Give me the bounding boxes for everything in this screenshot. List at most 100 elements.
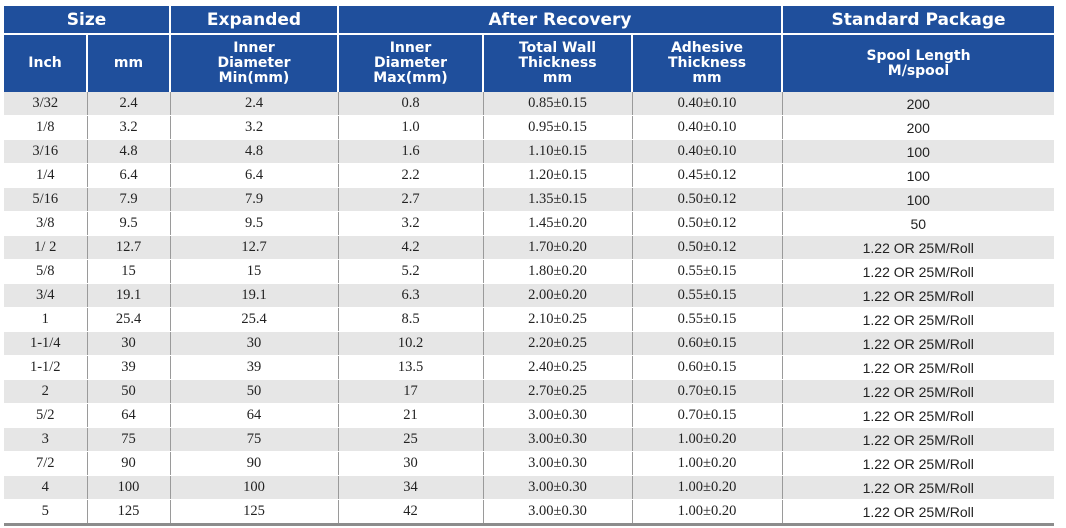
table-row: 3/16 4.8 4.8 1.6 1.10±0.15 0.40±0.10 100	[4, 139, 1054, 164]
cell-total-wall-thickness: 3.00±0.30	[483, 403, 633, 428]
cell-inner-diameter-max: 1.0	[338, 115, 484, 140]
cell-spool-length: 1.22 OR 25M/Roll	[782, 331, 1054, 356]
cell-adhesive-thickness: 1.00±0.20	[632, 427, 783, 452]
col-spool-length: Spool Length M/spool	[782, 34, 1054, 92]
cell-adhesive-thickness: 0.40±0.10	[632, 139, 783, 164]
cell-adhesive-thickness: 1.00±0.20	[632, 475, 783, 500]
cell-spool-length: 100	[782, 187, 1054, 212]
cell-inner-diameter-max: 30	[338, 451, 484, 476]
cell-inch: 3/16	[4, 139, 88, 164]
cell-inner-diameter-min: 7.9	[170, 187, 339, 212]
cell-inner-diameter-max: 2.7	[338, 187, 484, 212]
cell-spool-length: 1.22 OR 25M/Roll	[782, 259, 1054, 284]
cell-inch: 1	[4, 307, 88, 332]
table-body: 3/32 2.4 2.4 0.8 0.85±0.15 0.40±0.10 200 1/8 3.2…	[4, 92, 1054, 526]
table-row: 3/8 9.5 9.5 3.2 1.45±0.20 0.50±0.12 50	[4, 211, 1054, 236]
table-row: 4 100 100 34 3.00±0.30 1.00±0.20 1.22 OR 25M/R…	[4, 475, 1054, 500]
cell-inch: 5/2	[4, 403, 88, 428]
cell-spool-length: 1.22 OR 25M/Roll	[782, 451, 1054, 476]
cell-mm: 100	[87, 475, 171, 500]
table-row: 1/ 2 12.7 12.7 4.2 1.70±0.20 0.50±0.12 1.22 OR…	[4, 235, 1054, 260]
cell-total-wall-thickness: 0.95±0.15	[483, 115, 633, 140]
cell-spool-length: 100	[782, 139, 1054, 164]
cell-inch: 1/ 2	[4, 235, 88, 260]
header-after-recovery: After Recovery	[338, 6, 783, 35]
cell-total-wall-thickness: 1.45±0.20	[483, 211, 633, 236]
cell-spool-length: 1.22 OR 25M/Roll	[782, 427, 1054, 452]
cell-mm: 7.9	[87, 187, 171, 212]
cell-spool-length: 1.22 OR 25M/Roll	[782, 379, 1054, 404]
header-standard-package: Standard Package	[782, 6, 1054, 35]
table-row: 5 125 125 42 3.00±0.30 1.00±0.20 1.22 OR 25M/R…	[4, 499, 1054, 526]
cell-inch: 3/32	[4, 92, 88, 116]
cell-spool-length: 200	[782, 92, 1054, 116]
col-mm: mm	[87, 34, 171, 92]
cell-inner-diameter-max: 8.5	[338, 307, 484, 332]
cell-inch: 1/8	[4, 115, 88, 140]
cell-inner-diameter-min: 12.7	[170, 235, 339, 260]
cell-total-wall-thickness: 3.00±0.30	[483, 499, 633, 526]
cell-inch: 7/2	[4, 451, 88, 476]
table-row: 1 25.4 25.4 8.5 2.10±0.25 0.55±0.15 1.22 OR 25…	[4, 307, 1054, 332]
cell-total-wall-thickness: 2.10±0.25	[483, 307, 633, 332]
cell-inner-diameter-max: 13.5	[338, 355, 484, 380]
table-row: 5/16 7.9 7.9 2.7 1.35±0.15 0.50±0.12 100	[4, 187, 1054, 212]
cell-mm: 90	[87, 451, 171, 476]
cell-total-wall-thickness: 2.40±0.25	[483, 355, 633, 380]
cell-inner-diameter-min: 64	[170, 403, 339, 428]
cell-inner-diameter-max: 34	[338, 475, 484, 500]
cell-inner-diameter-min: 50	[170, 379, 339, 404]
cell-spool-length: 1.22 OR 25M/Roll	[782, 475, 1054, 500]
cell-total-wall-thickness: 2.00±0.20	[483, 283, 633, 308]
cell-inch: 2	[4, 379, 88, 404]
cell-total-wall-thickness: 3.00±0.30	[483, 427, 633, 452]
cell-adhesive-thickness: 0.55±0.15	[632, 283, 783, 308]
cell-inner-diameter-min: 3.2	[170, 115, 339, 140]
cell-total-wall-thickness: 3.00±0.30	[483, 475, 633, 500]
cell-mm: 64	[87, 403, 171, 428]
cell-adhesive-thickness: 0.40±0.10	[632, 92, 783, 116]
cell-total-wall-thickness: 1.20±0.15	[483, 163, 633, 188]
table-row: 1-1/4 30 30 10.2 2.20±0.25 0.60±0.15 1.22 OR 2…	[4, 331, 1054, 356]
cell-inner-diameter-min: 75	[170, 427, 339, 452]
col-inner-diameter-min: Inner Diameter Min(mm)	[170, 34, 339, 92]
header-expanded: Expanded	[170, 6, 339, 35]
cell-spool-length: 1.22 OR 25M/Roll	[782, 355, 1054, 380]
cell-spool-length: 1.22 OR 25M/Roll	[782, 235, 1054, 260]
cell-inner-diameter-min: 30	[170, 331, 339, 356]
cell-inner-diameter-min: 39	[170, 355, 339, 380]
cell-inner-diameter-max: 5.2	[338, 259, 484, 284]
cell-inner-diameter-max: 17	[338, 379, 484, 404]
header-column-row: Inch mm Inner Diameter Min(mm) Inner Diamet…	[4, 34, 1054, 92]
cell-adhesive-thickness: 0.45±0.12	[632, 163, 783, 188]
table-row: 2 50 50 17 2.70±0.25 0.70±0.15 1.22 OR 25M/Rol…	[4, 379, 1054, 404]
col-inch: Inch	[4, 34, 88, 92]
cell-mm: 125	[87, 499, 171, 526]
cell-adhesive-thickness: 0.50±0.12	[632, 211, 783, 236]
cell-spool-length: 1.22 OR 25M/Roll	[782, 307, 1054, 332]
table-header: Size Expanded After Recovery Standard Pa…	[4, 6, 1054, 92]
cell-inch: 3/4	[4, 283, 88, 308]
cell-inner-diameter-max: 4.2	[338, 235, 484, 260]
cell-inch: 5/8	[4, 259, 88, 284]
cell-inch: 3/8	[4, 211, 88, 236]
header-group-row: Size Expanded After Recovery Standard Pa…	[4, 6, 1054, 35]
cell-inner-diameter-min: 15	[170, 259, 339, 284]
cell-spool-length: 1.22 OR 25M/Roll	[782, 403, 1054, 428]
cell-spool-length: 1.22 OR 25M/Roll	[782, 283, 1054, 308]
col-adhesive-thickness: Adhesive Thickness mm	[632, 34, 783, 92]
cell-mm: 9.5	[87, 211, 171, 236]
cell-adhesive-thickness: 0.50±0.12	[632, 187, 783, 212]
table-row: 1/8 3.2 3.2 1.0 0.95±0.15 0.40±0.10 200	[4, 115, 1054, 140]
table-row: 7/2 90 90 30 3.00±0.30 1.00±0.20 1.22 OR 25M/R…	[4, 451, 1054, 476]
cell-mm: 30	[87, 331, 171, 356]
cell-spool-length: 200	[782, 115, 1054, 140]
cell-inner-diameter-max: 1.6	[338, 139, 484, 164]
cell-adhesive-thickness: 0.60±0.15	[632, 355, 783, 380]
cell-spool-length: 100	[782, 163, 1054, 188]
table-row: 3/4 19.1 19.1 6.3 2.00±0.20 0.55±0.15 1.22 OR …	[4, 283, 1054, 308]
cell-inner-diameter-min: 125	[170, 499, 339, 526]
cell-mm: 4.8	[87, 139, 171, 164]
col-total-wall-thickness: Total Wall Thickness mm	[483, 34, 633, 92]
cell-total-wall-thickness: 2.70±0.25	[483, 379, 633, 404]
